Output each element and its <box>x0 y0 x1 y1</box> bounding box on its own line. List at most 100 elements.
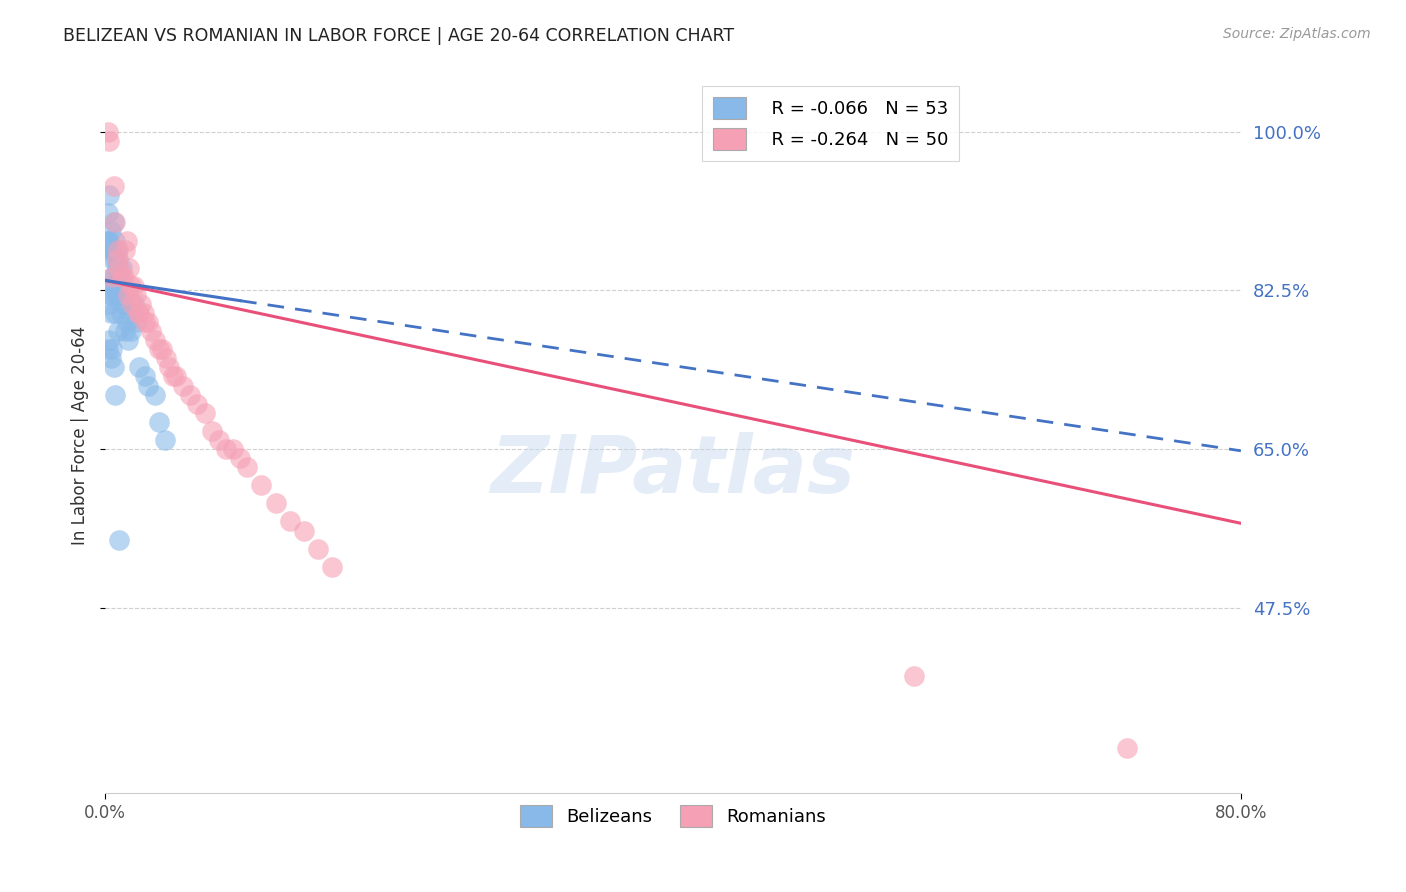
Point <box>172 378 194 392</box>
Point <box>108 533 131 547</box>
Point <box>148 343 170 357</box>
Point <box>111 260 134 275</box>
Point <box>97 206 120 220</box>
Point <box>107 324 129 338</box>
Point <box>97 125 120 139</box>
Point <box>179 387 201 401</box>
Point <box>222 442 245 456</box>
Point <box>100 306 122 320</box>
Point <box>127 306 149 320</box>
Point <box>122 278 145 293</box>
Point <box>110 306 132 320</box>
Point <box>321 559 343 574</box>
Point <box>103 269 125 284</box>
Text: Source: ZipAtlas.com: Source: ZipAtlas.com <box>1223 27 1371 41</box>
Point <box>165 369 187 384</box>
Point <box>153 433 176 447</box>
Point <box>103 215 125 229</box>
Point <box>98 297 121 311</box>
Point <box>264 496 287 510</box>
Point <box>236 460 259 475</box>
Point <box>97 234 120 248</box>
Point <box>1116 741 1139 756</box>
Point <box>186 397 208 411</box>
Point <box>97 343 120 357</box>
Point <box>162 369 184 384</box>
Point <box>100 351 122 366</box>
Point <box>115 234 138 248</box>
Point <box>107 252 129 266</box>
Point <box>98 278 121 293</box>
Point <box>125 315 148 329</box>
Point <box>157 360 180 375</box>
Point <box>125 288 148 302</box>
Point <box>134 369 156 384</box>
Point <box>101 288 124 302</box>
Point <box>134 315 156 329</box>
Point <box>292 524 315 538</box>
Y-axis label: In Labor Force | Age 20-64: In Labor Force | Age 20-64 <box>72 326 89 545</box>
Point <box>136 315 159 329</box>
Point <box>278 515 301 529</box>
Point <box>114 324 136 338</box>
Point <box>101 343 124 357</box>
Point <box>139 324 162 338</box>
Point <box>98 188 121 202</box>
Point <box>103 179 125 194</box>
Point <box>121 297 143 311</box>
Point <box>101 269 124 284</box>
Text: ZIPatlas: ZIPatlas <box>491 433 856 510</box>
Point <box>101 243 124 257</box>
Point <box>105 252 128 266</box>
Point <box>148 415 170 429</box>
Point <box>128 306 150 320</box>
Point <box>250 478 273 492</box>
Point <box>107 278 129 293</box>
Point <box>100 243 122 257</box>
Legend: Belizeans, Romanians: Belizeans, Romanians <box>512 798 834 834</box>
Point <box>104 306 127 320</box>
Point <box>307 541 329 556</box>
Point <box>150 343 173 357</box>
Point <box>105 243 128 257</box>
Point <box>120 324 142 338</box>
Point <box>118 260 141 275</box>
Point <box>101 269 124 284</box>
Point <box>103 278 125 293</box>
Text: BELIZEAN VS ROMANIAN IN LABOR FORCE | AGE 20-64 CORRELATION CHART: BELIZEAN VS ROMANIAN IN LABOR FORCE | AG… <box>63 27 734 45</box>
Point <box>201 424 224 438</box>
Point <box>114 243 136 257</box>
Point <box>98 234 121 248</box>
Point <box>155 351 177 366</box>
Point <box>111 269 134 284</box>
Point <box>104 387 127 401</box>
Point <box>194 406 217 420</box>
Point <box>104 234 127 248</box>
Point <box>105 288 128 302</box>
Point <box>115 315 138 329</box>
Point <box>117 288 139 302</box>
Point <box>104 252 127 266</box>
Point <box>100 288 122 302</box>
Point <box>132 306 155 320</box>
Point <box>229 451 252 466</box>
Point <box>903 668 925 682</box>
Point <box>120 278 142 293</box>
Point <box>101 252 124 266</box>
Point <box>105 260 128 275</box>
Point <box>108 288 131 302</box>
Point <box>112 269 135 284</box>
Point <box>96 234 118 248</box>
Point <box>143 333 166 347</box>
Point <box>215 442 238 456</box>
Point <box>117 333 139 347</box>
Point <box>103 360 125 375</box>
Point <box>108 260 131 275</box>
Point <box>112 297 135 311</box>
Point <box>108 269 131 284</box>
Point <box>98 333 121 347</box>
Point <box>136 378 159 392</box>
Point <box>143 387 166 401</box>
Point <box>98 134 121 148</box>
Point <box>118 306 141 320</box>
